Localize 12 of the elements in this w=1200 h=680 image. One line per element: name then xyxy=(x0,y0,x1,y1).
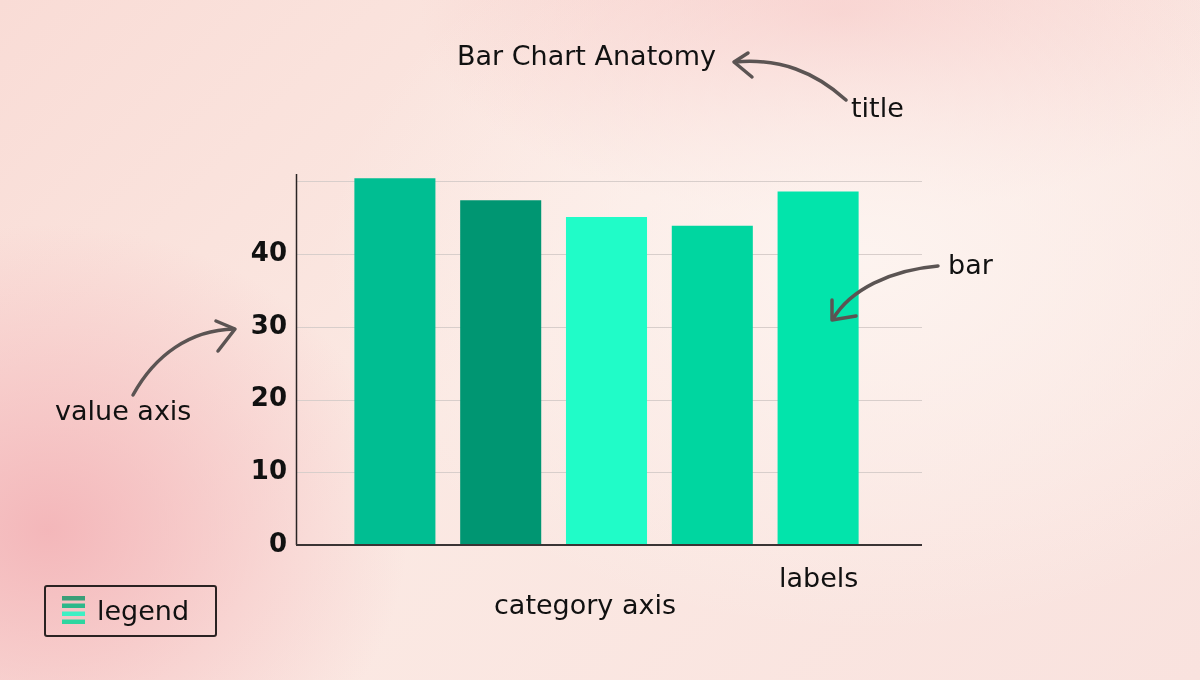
y-tick-label: 20 xyxy=(250,382,287,413)
text: bar xyxy=(948,249,993,280)
text: legend xyxy=(97,595,190,626)
text: title xyxy=(851,92,904,123)
text: value axis xyxy=(55,395,192,426)
y-tick-label: 30 xyxy=(250,309,287,340)
y-tick-label: 0 xyxy=(268,527,287,558)
y-tick-label: 40 xyxy=(250,236,287,267)
text: category axis xyxy=(494,589,676,620)
text: labels xyxy=(779,562,859,593)
y-tick-label: 10 xyxy=(250,455,287,485)
chart-title: Bar Chart Anatomy xyxy=(457,40,717,71)
